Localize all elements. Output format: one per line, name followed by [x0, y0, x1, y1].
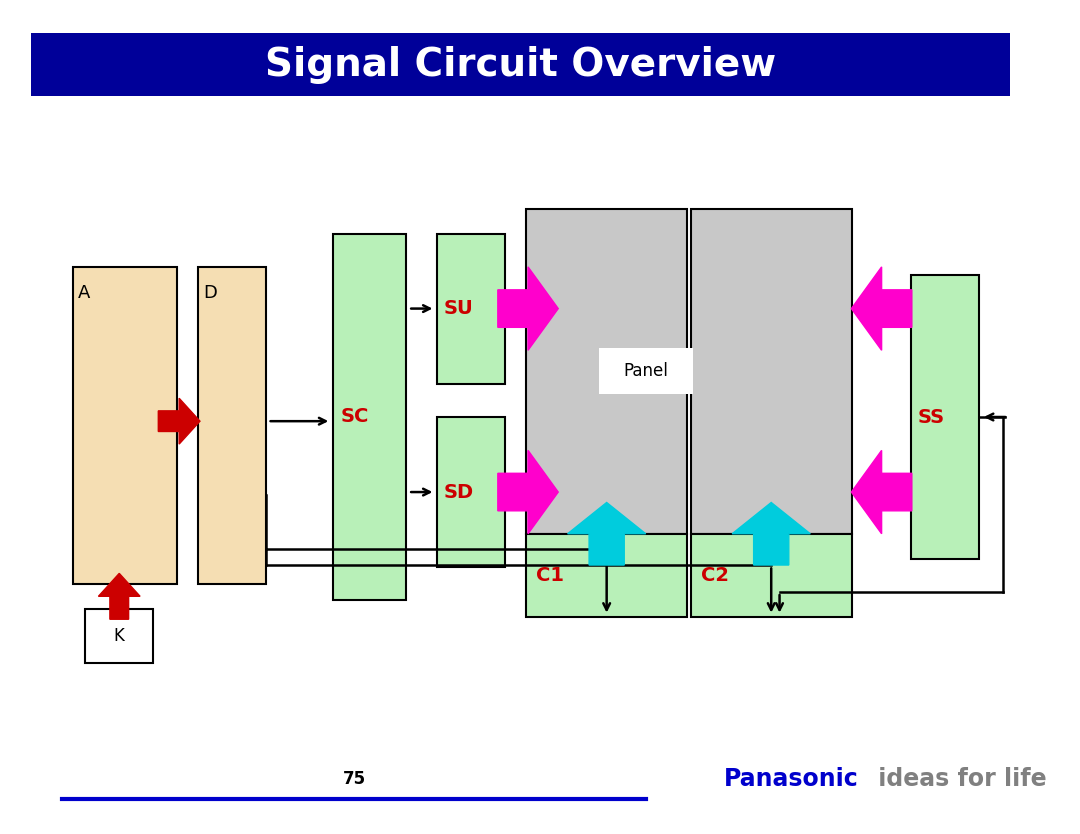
Polygon shape — [498, 267, 558, 350]
Text: Signal Circuit Overview: Signal Circuit Overview — [266, 46, 777, 83]
Bar — [690, 208, 852, 534]
Polygon shape — [732, 502, 810, 565]
Text: D: D — [203, 284, 217, 302]
Text: K: K — [113, 627, 124, 645]
Bar — [526, 208, 687, 534]
Bar — [437, 417, 505, 567]
Text: 75: 75 — [342, 770, 366, 788]
Bar — [31, 33, 1010, 96]
Bar — [690, 534, 852, 617]
Text: A: A — [78, 284, 91, 302]
Bar — [73, 267, 177, 584]
Bar — [912, 275, 978, 559]
Text: SU: SU — [444, 299, 473, 318]
Bar — [198, 267, 266, 584]
Polygon shape — [98, 574, 140, 619]
Bar — [85, 609, 153, 663]
Polygon shape — [568, 502, 646, 565]
Text: ideas for life: ideas for life — [869, 766, 1047, 791]
Text: SS: SS — [918, 408, 945, 426]
Text: Panasonic: Panasonic — [724, 766, 859, 791]
Bar — [598, 349, 692, 394]
Polygon shape — [851, 267, 912, 350]
Text: SD: SD — [444, 483, 474, 501]
Polygon shape — [159, 399, 200, 444]
Bar — [437, 234, 505, 384]
Polygon shape — [851, 450, 912, 534]
Polygon shape — [498, 450, 558, 534]
Text: C2: C2 — [701, 566, 729, 585]
Text: C1: C1 — [537, 566, 565, 585]
Text: SC: SC — [340, 408, 369, 426]
Bar — [526, 534, 687, 617]
Bar — [334, 234, 406, 600]
Text: Panel: Panel — [623, 362, 669, 380]
